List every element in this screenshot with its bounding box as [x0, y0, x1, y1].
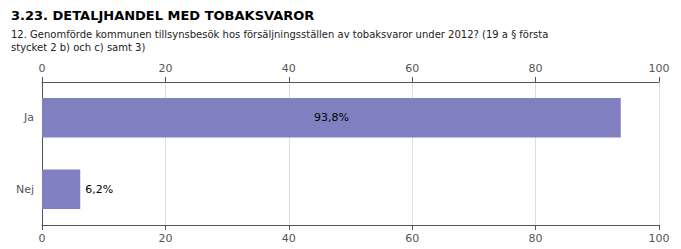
svg-text:20: 20	[158, 62, 172, 75]
svg-text:60: 60	[405, 232, 419, 245]
svg-text:80: 80	[529, 232, 543, 245]
svg-text:20: 20	[158, 232, 172, 245]
svg-text:100: 100	[649, 232, 670, 245]
svg-text:93,8%: 93,8%	[314, 111, 349, 124]
svg-text:6,2%: 6,2%	[85, 183, 113, 196]
svg-text:80: 80	[529, 62, 543, 75]
svg-text:60: 60	[405, 62, 419, 75]
svg-text:12. Genomförde kommunen tillsy: 12. Genomförde kommunen tillsynsbesök ho…	[11, 29, 548, 40]
svg-text:Ja: Ja	[23, 111, 34, 124]
svg-text:40: 40	[282, 62, 296, 75]
svg-text:3.23. DETALJHANDEL MED TOBAKSV: 3.23. DETALJHANDEL MED TOBAKSVAROR	[11, 8, 314, 23]
svg-text:stycket 2 b) och c) samt 3): stycket 2 b) och c) samt 3)	[11, 42, 145, 53]
svg-text:0: 0	[39, 62, 46, 75]
svg-text:40: 40	[282, 232, 296, 245]
svg-text:100: 100	[649, 62, 670, 75]
svg-text:0: 0	[39, 232, 46, 245]
svg-text:Nej: Nej	[16, 183, 34, 196]
